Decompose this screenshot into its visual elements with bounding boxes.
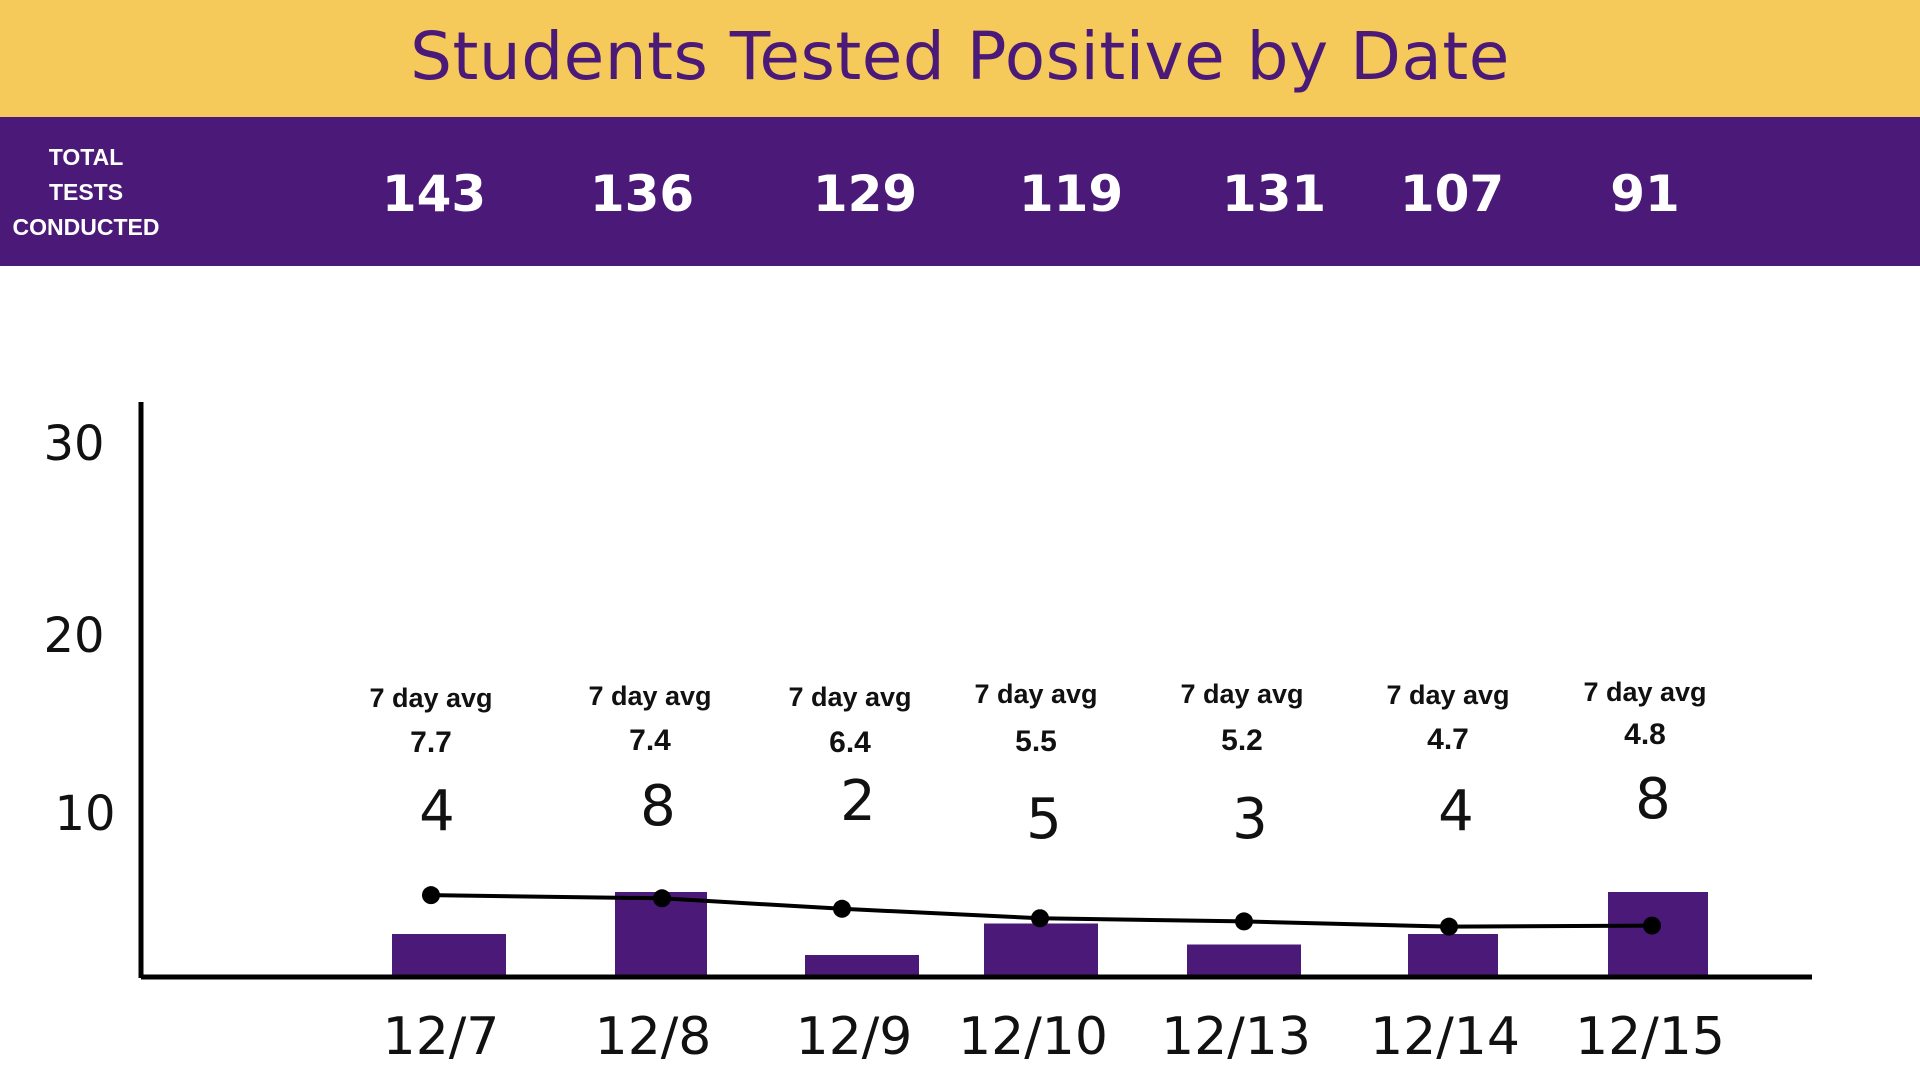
avg-value-label: 7.4 (629, 724, 671, 757)
avg-value-label: 4.8 (1624, 718, 1666, 751)
avg-value-label: 7.7 (410, 726, 452, 759)
x-tick-label: 12/13 (1161, 1007, 1311, 1067)
chart-title: Students Tested Positive by Date (410, 18, 1510, 95)
total-tests-label-line: CONDUCTED (12, 214, 160, 240)
x-tick-label: 12/8 (595, 1007, 712, 1067)
x-tick-label: 12/10 (958, 1007, 1108, 1067)
bar (1608, 892, 1708, 976)
total-tests-label: TOTAL TESTS CONDUCTED (0, 140, 172, 245)
bar-value-label: 4 (1438, 779, 1474, 844)
y-tick-label: 30 (43, 416, 104, 472)
bar (1408, 934, 1498, 976)
total-tests-value: 129 (812, 165, 918, 223)
avg-label: 7 day avg (1180, 679, 1303, 709)
total-tests-label-line: TESTS (48, 179, 124, 205)
title-banner: Students Tested Positive by Date (0, 0, 1920, 117)
total-tests-label-line: TOTAL (48, 144, 124, 170)
x-tick-label: 12/14 (1370, 1007, 1520, 1067)
avg-label: 7 day avg (588, 681, 711, 711)
avg-point (833, 899, 851, 918)
avg-value-label: 4.7 (1427, 723, 1469, 756)
avg-label: 7 day avg (1386, 680, 1509, 710)
bar-value-label: 2 (840, 769, 876, 834)
avg-value-label: 5.5 (1015, 725, 1057, 758)
avg-point (1643, 916, 1661, 935)
total-tests-value: 143 (381, 165, 487, 223)
total-tests-value: 131 (1221, 165, 1327, 223)
y-tick-label: 10 (54, 786, 115, 842)
total-tests-value: 107 (1399, 165, 1505, 223)
x-tick-label: 12/9 (796, 1007, 913, 1067)
bar (805, 955, 919, 976)
bar (392, 934, 506, 976)
total-tests-value: 136 (589, 165, 695, 223)
avg-label: 7 day avg (788, 682, 911, 712)
avg-value-label: 6.4 (829, 726, 871, 759)
avg-label: 7 day avg (369, 683, 492, 713)
y-tick-label: 20 (43, 608, 104, 664)
avg-label: 7 day avg (1583, 677, 1706, 707)
avg-point (422, 886, 440, 905)
total-tests-value: 91 (1610, 165, 1680, 223)
bar-value-label: 3 (1232, 787, 1268, 852)
bar (984, 923, 1098, 976)
bar-value-label: 4 (419, 779, 455, 844)
total-tests-banner (0, 117, 1920, 266)
bar-value-label: 5 (1026, 787, 1062, 852)
x-tick-label: 12/15 (1575, 1007, 1725, 1067)
avg-point (1031, 909, 1049, 928)
avg-point (653, 889, 671, 908)
avg-point (1440, 917, 1458, 936)
x-tick-label: 12/7 (383, 1007, 500, 1067)
bar-value-label: 8 (1635, 767, 1671, 832)
avg-label: 7 day avg (974, 679, 1097, 709)
avg-value-label: 5.2 (1221, 724, 1263, 757)
bar (1187, 944, 1301, 976)
avg-point (1235, 912, 1253, 931)
total-tests-value: 119 (1018, 165, 1124, 223)
bar-value-label: 8 (640, 774, 676, 839)
